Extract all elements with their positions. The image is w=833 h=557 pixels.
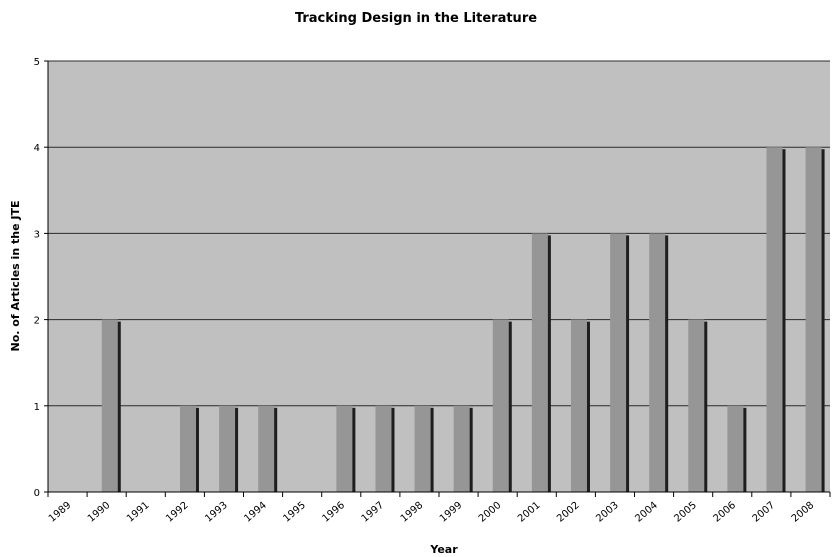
x-tick-label: 2001 (516, 500, 543, 525)
bar-shadow (703, 321, 708, 492)
x-tick-label: 2005 (672, 500, 699, 525)
y-axis-label: No. of Articles in the JTE (9, 201, 22, 352)
bar (453, 405, 470, 492)
x-tick-label: 1998 (399, 500, 426, 525)
bar (649, 233, 666, 492)
x-tick-label: 1991 (125, 500, 152, 525)
bar (414, 405, 431, 492)
bar-shadow (194, 407, 199, 492)
chart-title: Tracking Design in the Literature (295, 11, 537, 26)
x-tick-label: 1995 (281, 500, 308, 525)
bar (258, 405, 275, 492)
bar (766, 147, 783, 492)
x-tick-label: 2002 (555, 500, 582, 525)
bar (531, 233, 548, 492)
bar (219, 405, 236, 492)
y-tick-label: 3 (34, 229, 40, 240)
bar (375, 405, 392, 492)
y-tick-label: 5 (34, 57, 40, 68)
x-tick-label: 1994 (242, 500, 269, 525)
plot-area: 0 1 2 3 4 5 1989 1990 1991 1992 1993 1994 1995 1996 19… (34, 57, 831, 525)
y-tick-label: 4 (34, 143, 40, 154)
x-tick-label: 2008 (790, 500, 817, 525)
bar (179, 405, 196, 492)
bar-shadow (820, 149, 825, 492)
y-tick-label: 1 (34, 402, 40, 413)
bar (688, 319, 705, 492)
bar-shadow (625, 235, 630, 492)
x-tick-label: 2003 (594, 500, 621, 525)
bar (570, 319, 587, 492)
bar (610, 233, 627, 492)
x-tick-label: 1997 (360, 500, 387, 525)
bar-shadow (390, 407, 395, 492)
x-tick-label: 2000 (477, 500, 504, 525)
bar (727, 405, 744, 492)
bar (805, 147, 822, 492)
x-axis-label: Year (429, 543, 458, 556)
bar (101, 319, 118, 492)
bar-shadow (742, 407, 747, 492)
x-tick-label: 2006 (712, 500, 739, 525)
bar-shadow (546, 235, 551, 492)
bar-shadow (273, 407, 278, 492)
x-tick-label: 2004 (633, 500, 660, 525)
bar-shadow (664, 235, 669, 492)
bar-shadow (429, 407, 434, 492)
x-tick-label: 1992 (164, 500, 191, 525)
bar (492, 319, 509, 492)
y-tick-label: 2 (34, 316, 40, 327)
bar-shadow (585, 321, 590, 492)
bar-shadow (507, 321, 512, 492)
bar-shadow (781, 149, 786, 492)
plot-background (48, 61, 830, 492)
bar-shadow (351, 407, 356, 492)
x-tick-label: 1989 (47, 500, 74, 525)
x-tick-label: 1990 (86, 500, 113, 525)
bar-shadow (234, 407, 239, 492)
bar-shadow (116, 321, 121, 492)
y-tick-label: 0 (34, 488, 40, 499)
bar-shadow (468, 407, 473, 492)
x-tick-label: 1996 (321, 500, 348, 525)
x-tick-label: 2007 (751, 500, 778, 525)
x-tick-label: 1993 (203, 500, 230, 525)
x-tick-label: 1999 (438, 500, 465, 525)
bar (336, 405, 353, 492)
